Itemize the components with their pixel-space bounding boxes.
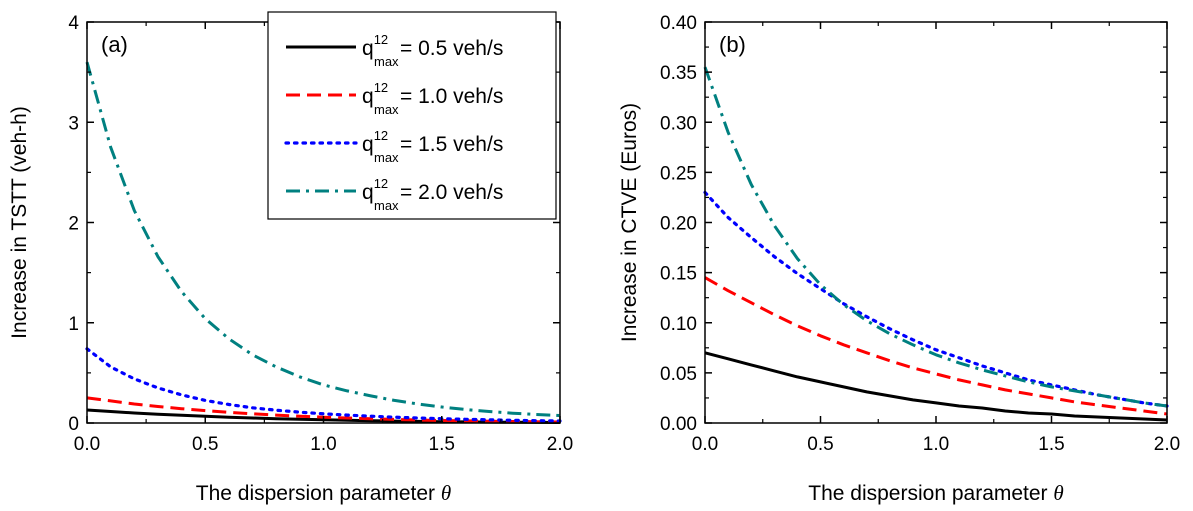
series-line-4 [85,61,561,417]
y-tick-label: 0.15 [660,264,697,285]
panel-a: 0.0 0.5 1.0 1.5 2.0 0 1 2 3 4 The dispersion param… [8,13,573,505]
y-tick-label: 1 [68,314,79,335]
series-line-1 [704,351,1168,422]
y-axis-label: Increase in CTVE (Euros) [618,103,641,342]
series-line-2 [704,276,1168,416]
y-tick-label: 0.00 [660,414,697,435]
y-tick-label: 4 [68,13,79,34]
x-tick-label: 0.5 [192,434,218,455]
x-tick-label: 1.0 [923,434,949,455]
series-line-3 [703,190,1169,408]
legend-label-2: q12 max= 1.0 veh/s [362,80,503,117]
y-tick-label: 3 [68,113,79,134]
series-line-4 [703,66,1168,408]
legend-label-3: q12 max= 1.5 veh/s [362,128,503,165]
x-tick-label: 1.5 [1038,434,1064,455]
panel-b: 0.0 0.5 1.0 1.5 2.0 0.00 0.05 0.10 0.15 0.20 0.25 0… [618,13,1180,505]
x-tick-label: 0.0 [74,434,100,455]
x-tick-label: 2.0 [547,434,573,455]
panel-label: (a) [101,32,128,57]
series-line-3 [85,347,562,423]
y-tick-label: 0.10 [660,314,697,335]
x-tick-label: 0.5 [807,434,833,455]
panel-label: (b) [719,32,746,57]
y-tick-label: 0.05 [660,364,697,385]
x-tick-label: 1.5 [429,434,455,455]
y-tick-label: 0.25 [660,163,697,184]
x-axis-label: The dispersion parameter θ [196,481,451,505]
x-axis-label: The dispersion parameter θ [808,481,1063,505]
y-tick-label: 2 [68,214,79,235]
y-tick-label: 0.30 [660,113,697,134]
legend: q12 max= 0.5 veh/s q12 max= 1.0 veh/s q12 max… [267,11,557,220]
y-axis-label: Increase in TSTT (veh-h) [8,106,31,339]
plot-frame [704,21,1168,424]
y-tick-label: 0.35 [660,63,697,84]
x-tick-label: 0.0 [692,434,718,455]
legend-label-1: q12 max= 0.5 veh/s [362,32,503,69]
y-tick-label: 0.20 [660,214,697,235]
y-tick-label: 0.40 [660,13,697,34]
x-tick-label: 1.0 [310,434,336,455]
legend-label-4: q12 max= 2.0 veh/s [362,176,503,213]
x-tick-label: 2.0 [1154,434,1180,455]
y-tick-label: 0 [68,414,79,435]
